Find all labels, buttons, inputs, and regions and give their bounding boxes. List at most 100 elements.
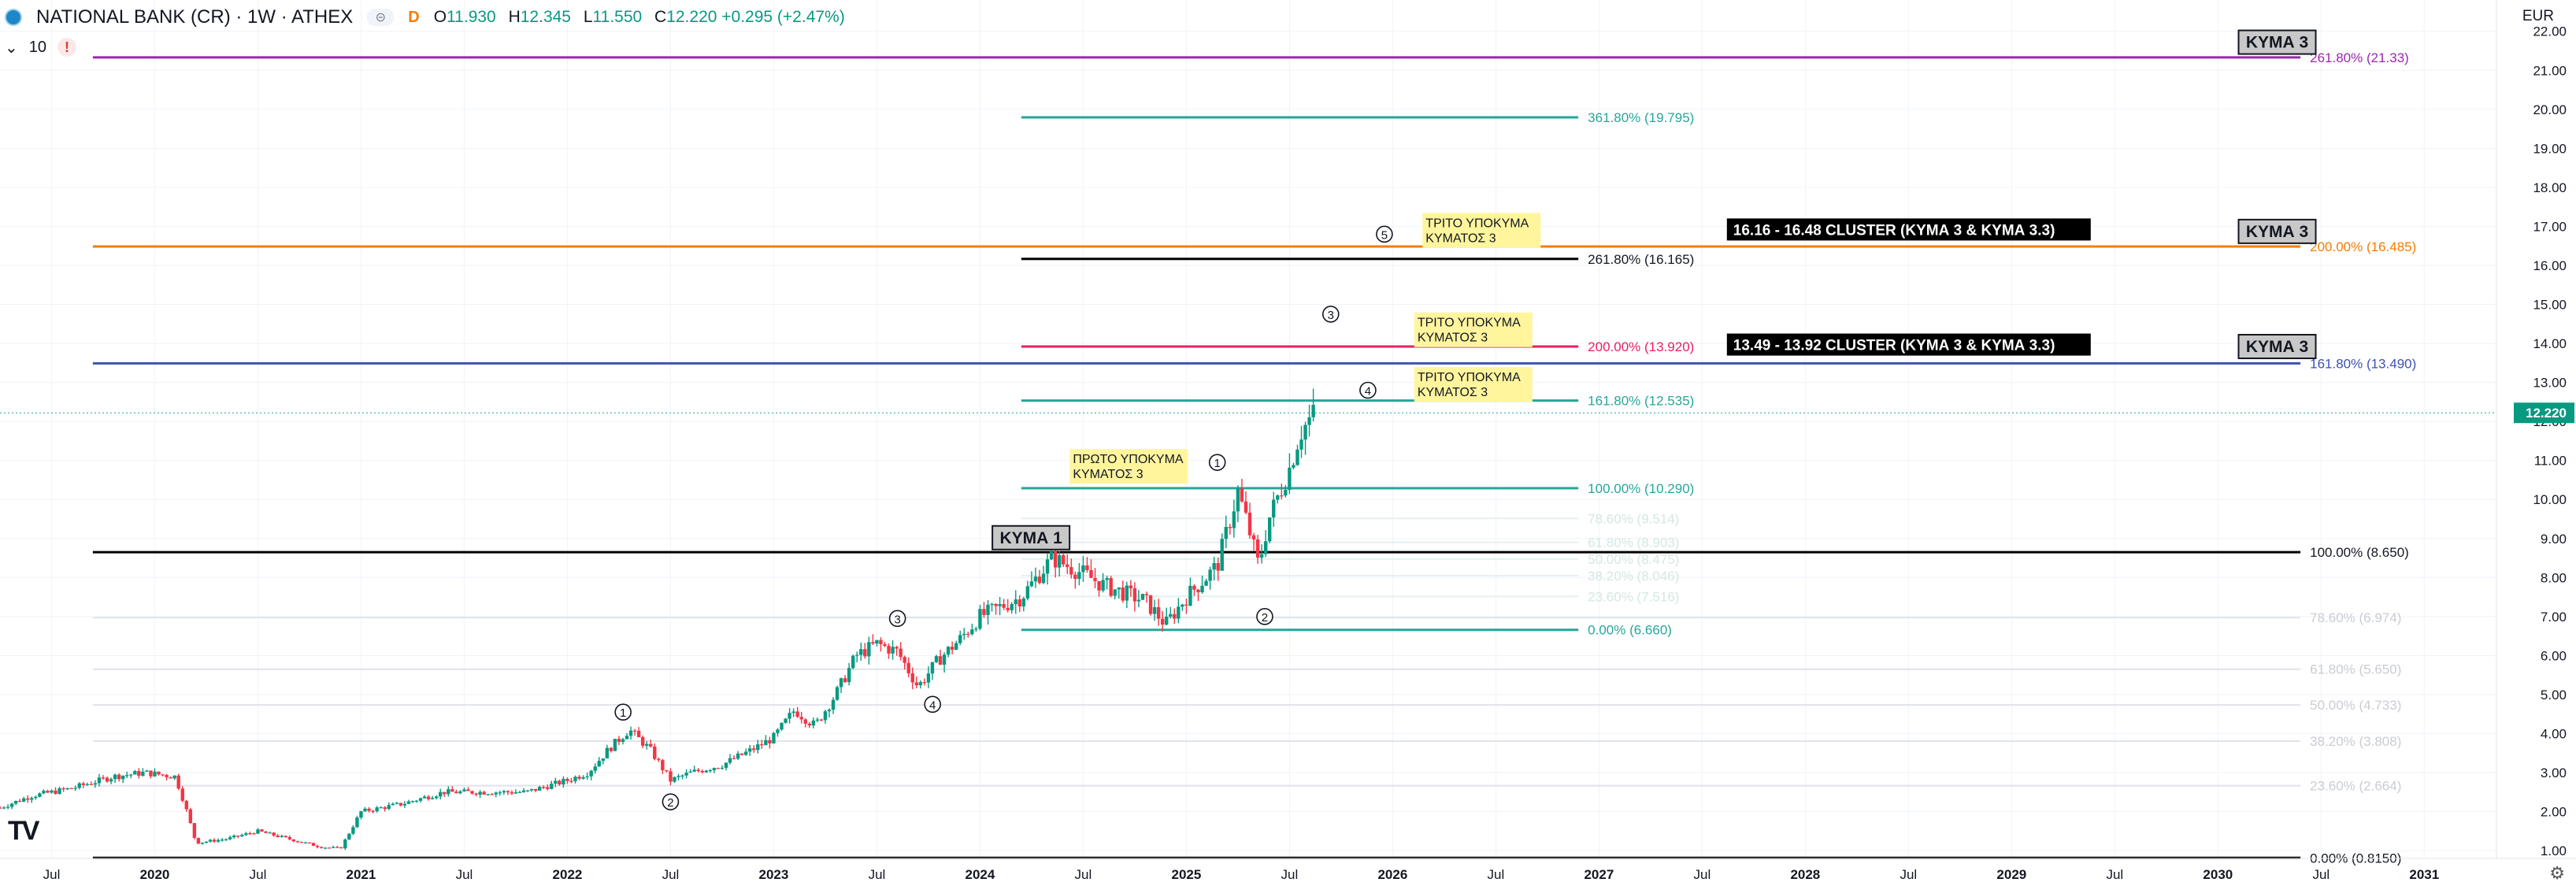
candle [684, 769, 688, 779]
cluster-box [1726, 333, 2091, 356]
candle [383, 806, 387, 812]
indicators-count[interactable]: 10 [28, 38, 47, 56]
candle-body [657, 758, 661, 761]
candle-body [1006, 607, 1010, 610]
candle-body [708, 769, 713, 772]
candle-body [843, 678, 847, 683]
symbol-title[interactable]: NATIONAL BANK (CR) · 1W · ATHEX [36, 6, 354, 28]
candle [97, 773, 102, 787]
price-tick-label: 18.00 [2533, 180, 2567, 195]
candle-body [478, 791, 482, 795]
candle [1188, 577, 1192, 606]
gear-icon[interactable]: ⚙ [2549, 863, 2565, 883]
candle [101, 775, 106, 780]
candle [1228, 524, 1232, 535]
candle [676, 773, 680, 780]
tradingview-logo-icon[interactable]: TV [8, 816, 39, 846]
candle [577, 775, 581, 780]
candle [113, 773, 117, 784]
candle-body [439, 791, 443, 797]
candle-body [760, 744, 764, 746]
wave-marker-label: 2 [667, 796, 673, 810]
candle [498, 790, 502, 796]
candle [910, 667, 914, 690]
candle-body [1017, 599, 1022, 606]
close-label: C [654, 8, 667, 26]
candle [482, 791, 486, 795]
chevron-down-icon[interactable]: ⌄ [5, 39, 18, 57]
candle-body [994, 603, 998, 606]
candle-body [406, 801, 411, 804]
candle [1173, 608, 1177, 625]
close-value: 12.220 +0.295 (+2.47%) [666, 8, 845, 26]
candle-body [684, 773, 688, 776]
candle [1140, 593, 1145, 600]
candle-body [1049, 551, 1054, 560]
candle [379, 806, 383, 809]
candle-body [696, 769, 700, 772]
candle-body [1081, 565, 1085, 573]
price-tick-label: 1.00 [2541, 843, 2567, 858]
candle-body [1303, 424, 1307, 440]
wave-marker-label: 1 [1214, 457, 1221, 470]
time-tick-label: Jul [1488, 867, 1505, 882]
candle [1220, 533, 1224, 571]
candle [117, 773, 121, 782]
callout-text: ΤΡΙΤΟ ΥΠΟΚΥΜΑ [1418, 317, 1521, 330]
warning-icon[interactable]: ! [57, 38, 77, 57]
candle-body [1057, 555, 1062, 568]
candle [34, 795, 38, 800]
candle-body [799, 717, 803, 720]
candle-body [268, 832, 272, 834]
time-tick-label: Jul [1900, 867, 1917, 882]
candle [554, 777, 558, 788]
candle-body [1165, 616, 1169, 625]
candle-body [1177, 606, 1181, 619]
candle-body [930, 662, 935, 674]
candle-body [113, 774, 117, 780]
data-badge[interactable]: D [408, 8, 420, 26]
candle [65, 788, 69, 791]
candle-body [521, 790, 526, 792]
candle [367, 806, 371, 813]
wave-marker-label: 5 [1381, 228, 1388, 242]
candle [1232, 499, 1236, 538]
currency-label[interactable]: EUR [2522, 8, 2554, 24]
candle-body [720, 767, 725, 769]
candle-body [1132, 588, 1137, 602]
candle [700, 769, 704, 773]
candle-body [558, 780, 562, 784]
candle-body [1184, 604, 1188, 606]
candle [954, 640, 958, 651]
candle-body [77, 783, 81, 788]
candle [895, 645, 899, 656]
candle [1177, 598, 1181, 624]
low-label: L [583, 8, 593, 26]
candle [268, 831, 272, 834]
candle-body [129, 774, 133, 776]
candle-body [244, 833, 248, 836]
candle [165, 773, 169, 780]
candle [192, 822, 197, 840]
candle [212, 838, 217, 843]
candle-body [1251, 535, 1256, 539]
high-label: H [508, 8, 521, 26]
candle-body [454, 791, 458, 794]
candle [669, 768, 673, 786]
candle-body [260, 829, 264, 832]
candle [1041, 565, 1046, 584]
candle-body [577, 777, 581, 779]
candle-body [1073, 574, 1077, 580]
candle-body [46, 791, 50, 793]
candle [315, 844, 320, 849]
candle [569, 777, 573, 784]
candle [272, 832, 276, 837]
candle-body [216, 840, 221, 842]
eye-off-icon[interactable]: ⊝ [367, 9, 395, 26]
candle-body [426, 796, 431, 799]
candle-body [1053, 551, 1058, 568]
time-tick-label: 2027 [1584, 867, 1614, 882]
candle [962, 628, 966, 640]
candle-body [665, 769, 669, 772]
